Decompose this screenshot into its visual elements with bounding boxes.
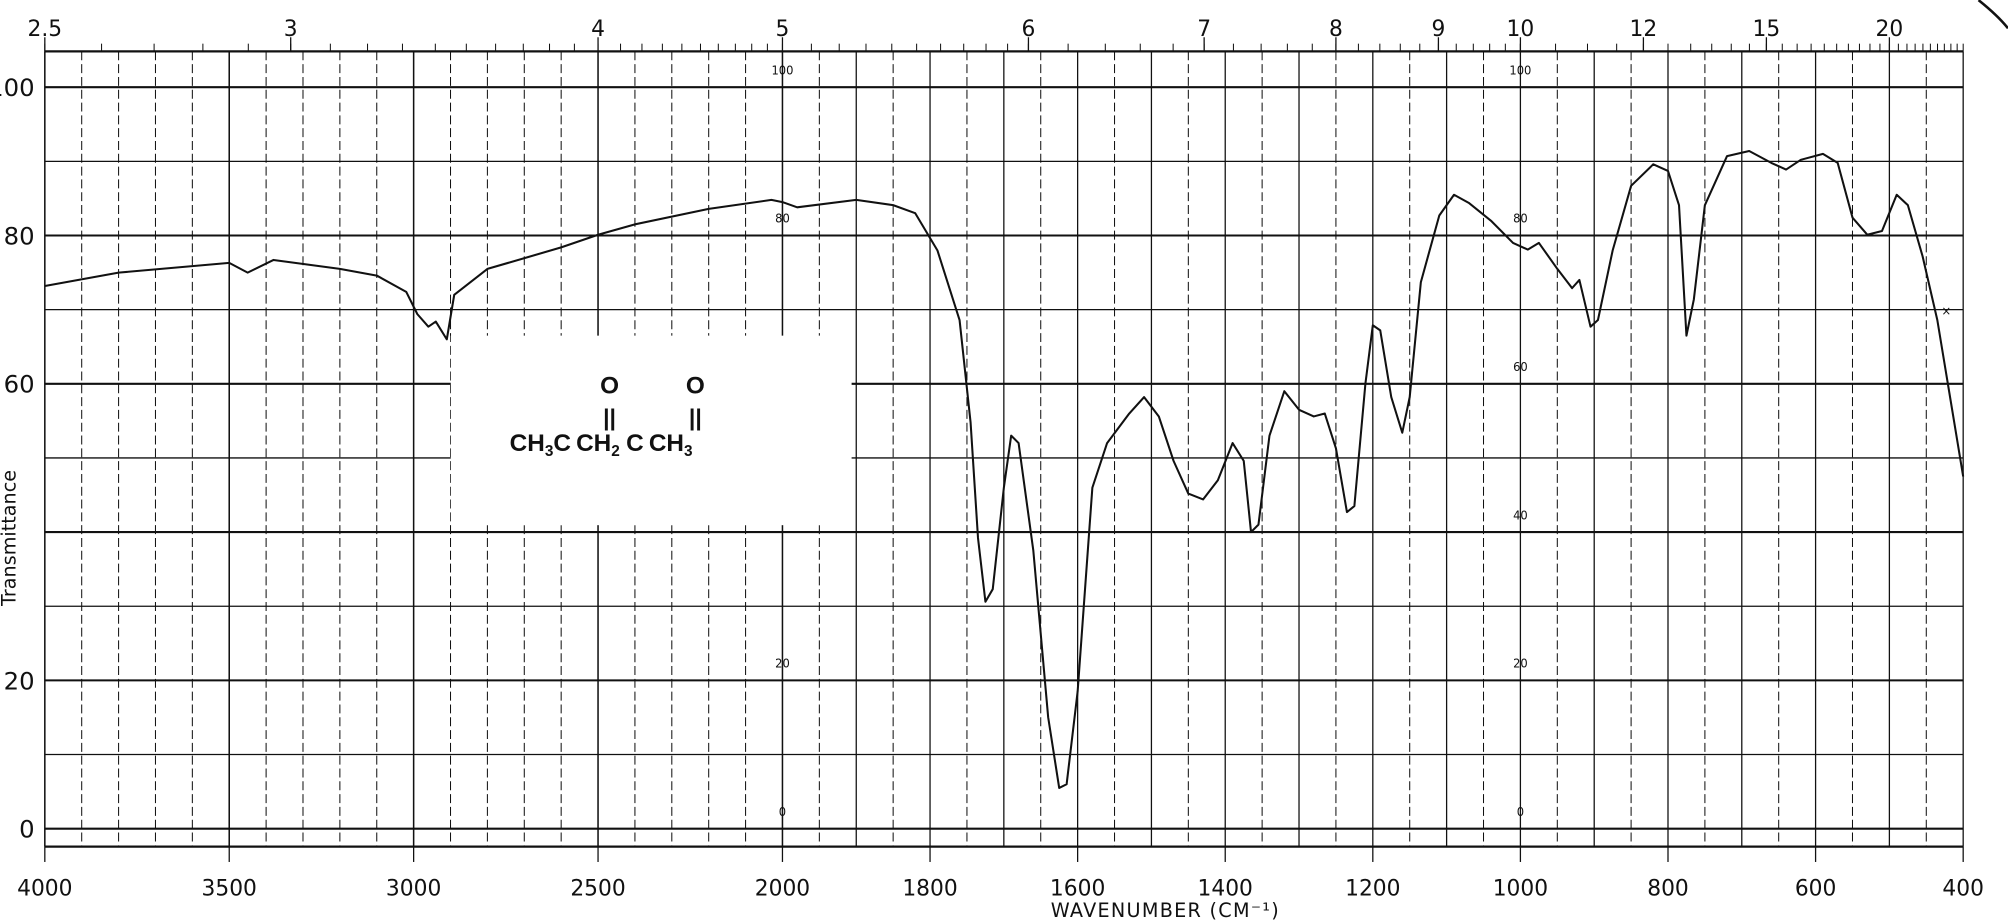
x-axis: 4000 3500 3000 2500 2000 1800 1600 1400 1200 1000… (17, 846, 1984, 901)
carbonyl-oxygen-1: O (600, 372, 619, 399)
inner-y-label: 20 (1513, 657, 1528, 672)
group-ch3-b: CH (649, 430, 684, 457)
y-tick-label: 0 (19, 815, 34, 844)
micron-tick-label: 15 (1753, 17, 1781, 42)
sub-3-a: 3 (545, 443, 554, 460)
micron-tick-label: 5 (776, 17, 790, 42)
marker-x: × (1942, 304, 1952, 319)
group-c-b: C (626, 430, 644, 457)
inner-y-label: 0 (779, 805, 786, 820)
group-c-a: C (553, 430, 571, 457)
x-tick-label: 1400 (1198, 876, 1253, 901)
y-tick-label: 20 (4, 666, 35, 695)
structure-box (450, 335, 852, 526)
inner-y-label: 40 (1513, 508, 1528, 523)
inner-y-label: 60 (1513, 360, 1528, 375)
micron-tick-label: 9 (1431, 17, 1445, 42)
micron-tick-label: 20 (1876, 17, 1904, 42)
carbonyl-oxygen-2: O (686, 372, 705, 399)
group-ch2: CH (576, 430, 611, 457)
sub-2: 2 (611, 443, 620, 460)
sub-3-b: 3 (684, 443, 693, 460)
x-tick-label: 3500 (202, 876, 257, 901)
formula: CH3C CH2 C CH3 (510, 430, 693, 460)
x-tick-label: 800 (1647, 876, 1689, 901)
x-tick-label: 2000 (755, 876, 810, 901)
y-tick-label: 100 (0, 73, 35, 102)
micron-tick-label: 2.5 (28, 17, 63, 42)
inner-y-label: 0 (1517, 805, 1524, 820)
x-tick-label: 4000 (17, 876, 72, 901)
x-tick-label: 3000 (386, 876, 441, 901)
inner-y-label: 100 (1509, 63, 1531, 78)
micron-tick-label: 6 (1022, 17, 1036, 42)
y-tick-label: 80 (4, 221, 35, 250)
y-axis: 100 80 60 20 0 (0, 73, 35, 843)
x-tick-label: 600 (1795, 876, 1837, 901)
spectrum-line (44, 149, 1965, 789)
inner-y-label: 80 (1513, 212, 1528, 227)
y-tick-label: 60 (4, 370, 35, 399)
x-axis-title: WAVENUMBER (CM⁻¹) (1051, 899, 1280, 921)
top-micron-axis: 2.5 3 4 5 6 7 8 9 10 12 15 20 (28, 17, 1964, 52)
x-tick-label: 1600 (1050, 876, 1105, 901)
group-ch3-a: CH (510, 430, 545, 457)
micron-tick-label: 8 (1329, 17, 1343, 42)
micron-tick-label: 4 (591, 17, 605, 42)
x-tick-label: 1000 (1493, 876, 1548, 901)
grid (44, 50, 1964, 848)
double-bond-1: || (603, 404, 616, 430)
inner-y-label: 100 (771, 63, 793, 78)
page-edge-arc (1977, 0, 2008, 30)
x-tick-label: 1200 (1345, 876, 1400, 901)
molecule-structure: O O || || CH3C CH2 C CH3 (450, 335, 852, 526)
x-tick-label: 1800 (902, 876, 957, 901)
y-axis-title: Transmittance (0, 470, 20, 607)
micron-tick-label: 10 (1507, 17, 1535, 42)
inner-y-label: 20 (775, 657, 790, 672)
double-bond-2: || (689, 404, 702, 430)
inner-y-label: 80 (775, 212, 790, 227)
x-tick-label: 2500 (570, 876, 625, 901)
micron-tick-label: 3 (284, 17, 298, 42)
x-tick-label: 400 (1942, 876, 1984, 901)
micron-tick-label: 7 (1197, 17, 1211, 42)
micron-tick-label: 12 (1630, 17, 1658, 42)
